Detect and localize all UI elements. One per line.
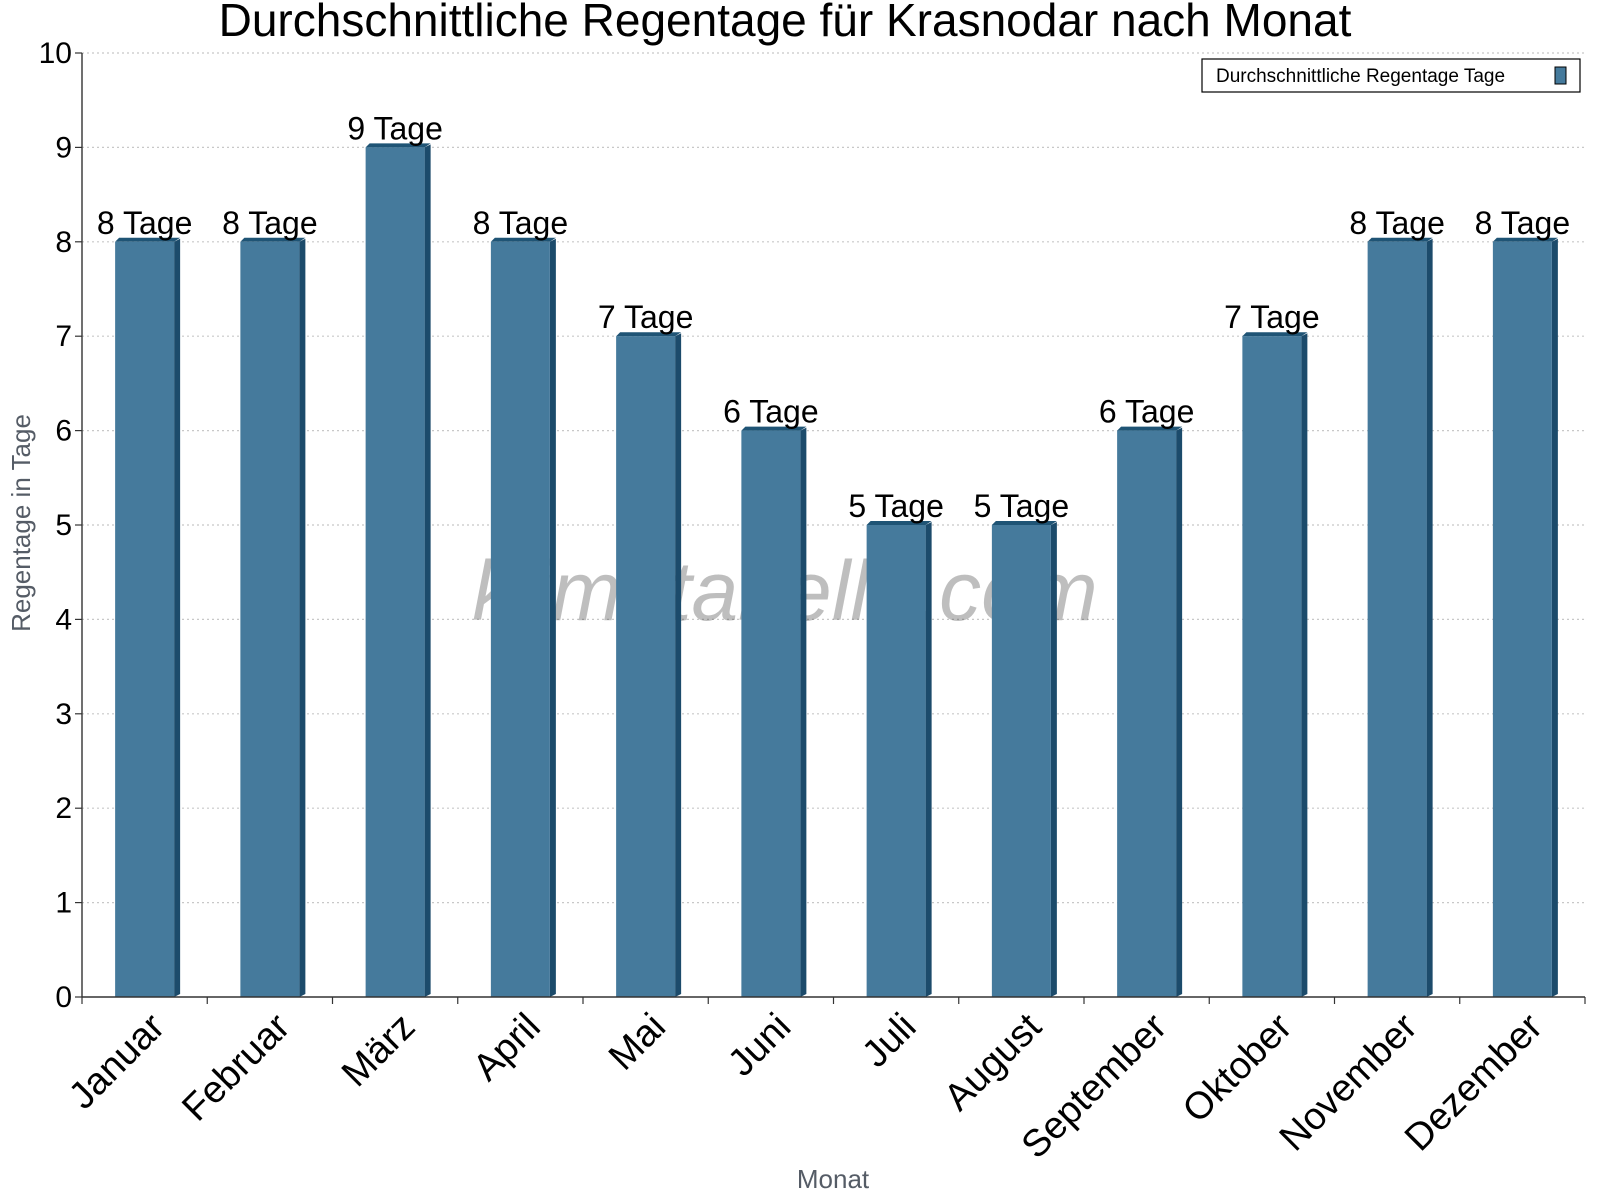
data-label: 8 Tage [97, 205, 193, 241]
y-tick-label: 2 [55, 792, 72, 825]
bar-front [1367, 241, 1427, 998]
legend-label: Durchschnittliche Regentage Tage [1216, 66, 1505, 87]
y-tick-label: 9 [55, 131, 72, 164]
data-label: 8 Tage [473, 205, 569, 241]
bar-side [800, 427, 807, 998]
bar-front [991, 525, 1051, 997]
data-label: 9 Tage [347, 110, 443, 146]
grid-lines [82, 52, 1585, 904]
legend-swatch [1554, 66, 1567, 85]
y-tick-label: 1 [55, 887, 72, 920]
bar-front [115, 241, 175, 998]
bar-top [1492, 237, 1558, 242]
bar [1117, 426, 1183, 998]
x-tick-label: Mai [601, 1006, 674, 1079]
bar-side [549, 238, 556, 998]
bar-front [240, 241, 300, 998]
bar-top [240, 237, 306, 242]
y-tick-label: 6 [55, 415, 72, 448]
x-tick-label: März [334, 1006, 423, 1095]
bar [616, 332, 682, 997]
legend-box [1201, 58, 1581, 93]
data-label: 8 Tage [1475, 205, 1571, 241]
bar-top [1367, 237, 1433, 242]
bar-side [174, 238, 181, 998]
x-axis-label: Monat [797, 1164, 870, 1194]
x-tick-labels: Januar Februar März April Mai Juni Juli AugustS… [61, 1005, 1551, 1166]
data-labels: 8 Tage 8 Tage 9 Tage 8 Tage 7 Tage 6 Tage 5 Ta… [97, 110, 1570, 524]
y-tick-label: 4 [55, 603, 72, 636]
chart-title: Durchschnittliche Regentage für Krasnoda… [219, 0, 1352, 46]
bar [490, 237, 556, 998]
bar [991, 521, 1057, 997]
data-label: 5 Tage [848, 488, 944, 524]
bar-side [925, 522, 932, 997]
bar-side [299, 238, 306, 998]
bar-side [1050, 522, 1057, 997]
bar [240, 237, 306, 998]
data-label: 8 Tage [222, 205, 318, 241]
bar-side [675, 333, 682, 997]
bar [365, 143, 431, 997]
bar-front [866, 525, 926, 997]
bar-top [866, 521, 932, 525]
bar-side [1426, 238, 1433, 998]
x-tick-label: Januar [61, 1005, 173, 1117]
data-label: 6 Tage [1099, 394, 1195, 430]
bar-top [991, 521, 1057, 525]
bar-front [1242, 336, 1302, 997]
x-tick-label: Februar [174, 1005, 298, 1129]
y-tick-label: 0 [55, 981, 72, 1014]
data-label: 8 Tage [1349, 205, 1445, 241]
bar-front [1492, 241, 1552, 998]
y-tick-labels: 0 1 2 3 4 5 6 7 8 9 10 [39, 37, 72, 1014]
bar-top [741, 426, 807, 431]
bar [1242, 332, 1308, 997]
data-label: 6 Tage [723, 394, 819, 430]
bar-top [616, 332, 682, 337]
x-tick-label: Oktober [1175, 1005, 1301, 1131]
y-tick-label: 8 [55, 226, 72, 259]
bar-top [1242, 332, 1308, 337]
bar-side [424, 144, 431, 997]
bar [1492, 237, 1558, 998]
y-axis-label: Regentage in Tage [6, 414, 36, 632]
bar-side [1551, 238, 1558, 998]
bar-front [741, 430, 801, 998]
bar [1367, 237, 1433, 998]
y-tick-label: 5 [55, 509, 72, 542]
x-tick-label: April [465, 1006, 548, 1089]
data-label: 7 Tage [1224, 299, 1320, 335]
x-tick-label: August [936, 1005, 1050, 1119]
data-label: 5 Tage [974, 488, 1070, 524]
y-tick-label: 3 [55, 698, 72, 731]
y-tick-label: 10 [39, 37, 72, 70]
bar-top [115, 237, 181, 242]
legend: Durchschnittliche Regentage Tage [1201, 58, 1581, 93]
bar-side [1176, 427, 1183, 998]
bar-top [365, 143, 431, 148]
bars [115, 143, 1558, 998]
bar-front [616, 336, 676, 997]
y-tick-label: 7 [55, 320, 72, 353]
data-label: 7 Tage [598, 299, 694, 335]
bar-front [365, 147, 425, 997]
bar-top [1117, 426, 1183, 431]
x-tick-label: Juni [720, 1006, 799, 1085]
bar [866, 521, 932, 997]
bar-front [1117, 430, 1177, 998]
x-tick-label: Juli [854, 1006, 924, 1076]
axes [75, 52, 1586, 1004]
bar-side [1301, 333, 1308, 997]
x-tick-label: Dezember [1397, 1005, 1551, 1159]
bar [115, 237, 181, 998]
bar-top [490, 237, 556, 242]
bar-front [490, 241, 550, 998]
bar [741, 426, 807, 998]
